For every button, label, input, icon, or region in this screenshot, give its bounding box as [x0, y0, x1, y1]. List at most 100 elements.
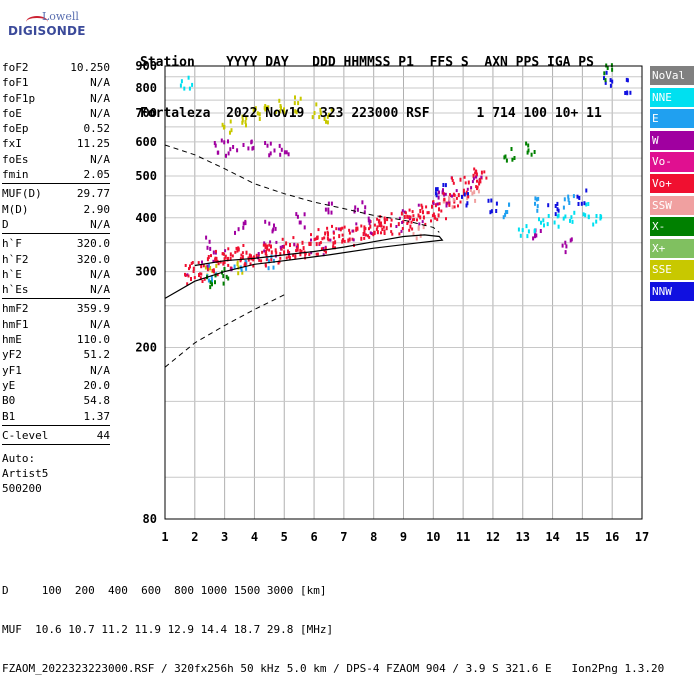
echo-point: [538, 217, 540, 222]
echo-point: [625, 77, 628, 82]
echo-point: [580, 201, 583, 206]
echo-point: [204, 265, 207, 270]
echo-point: [279, 256, 282, 260]
echo-point: [237, 265, 240, 270]
echo-point: [240, 253, 243, 257]
param-value: N/A: [90, 76, 110, 90]
legend-item-e: E: [650, 109, 694, 129]
echo-point: [274, 248, 277, 253]
echo-point: [569, 218, 571, 223]
echo-point: [363, 210, 366, 215]
echo-point: [229, 147, 232, 152]
echo-point: [265, 258, 268, 262]
echo-point: [325, 119, 327, 124]
echo-point: [229, 119, 232, 124]
echo-point: [587, 214, 590, 219]
param-name: hmE: [2, 333, 22, 347]
echo-point: [572, 194, 575, 199]
echo-point: [265, 249, 268, 254]
echo-point: [457, 204, 459, 208]
echo-point: [242, 221, 245, 226]
echo-point: [183, 86, 186, 91]
echo-point: [383, 221, 386, 225]
param-row: yE 20.0: [2, 378, 110, 393]
echo-point: [258, 117, 261, 121]
echo-point: [390, 230, 393, 234]
param-row: yF2 51.2: [2, 347, 110, 362]
echo-point: [317, 228, 320, 232]
echo-point: [373, 223, 376, 227]
echo-point: [451, 176, 453, 180]
echo-point: [370, 232, 373, 236]
echo-point: [213, 141, 216, 145]
echo-point: [293, 101, 296, 106]
param-name: D: [2, 217, 9, 231]
echo-point: [313, 111, 316, 115]
echo-point: [476, 185, 479, 189]
echo-point: [408, 228, 411, 232]
echo-point: [455, 196, 458, 200]
echo-point: [467, 180, 470, 185]
echo-point: [212, 250, 215, 255]
echo-point: [570, 237, 573, 242]
echo-point: [245, 260, 248, 265]
echo-point: [351, 237, 354, 241]
x-tick-label: 10: [426, 530, 440, 544]
echo-point: [266, 105, 269, 110]
echo-point: [367, 216, 370, 220]
echo-point: [382, 225, 385, 229]
echo-point: [565, 244, 568, 249]
ionogram-chart: 1 2 3 4 5 6 7 8 9 10 11 12 13 14 15 16 17802003004005006…: [135, 59, 649, 544]
profile-lower-bound: [164, 294, 285, 368]
echo-point: [526, 150, 529, 155]
y-tick-label: 80: [143, 512, 157, 526]
echo-point: [561, 243, 564, 248]
param-value: 320.0: [76, 237, 110, 251]
echo-point: [629, 90, 632, 95]
param-name: fmin: [2, 168, 29, 182]
electron-density-profile: [164, 234, 444, 299]
echo-point: [260, 259, 263, 263]
echo-point: [331, 224, 333, 228]
param-name: B0: [2, 394, 16, 408]
param-row: h`F2 320.0: [2, 252, 110, 267]
param-value: 10.250: [70, 61, 110, 74]
echo-point: [448, 195, 450, 200]
echo-point: [495, 201, 498, 206]
echo-point: [341, 233, 344, 237]
echo-point: [203, 277, 206, 281]
y-tick-label: 500: [135, 169, 157, 183]
echo-point: [485, 176, 488, 180]
echo-point: [230, 128, 233, 133]
echo-point: [609, 83, 612, 88]
echo-point: [611, 67, 614, 72]
echo-point: [188, 86, 191, 91]
echo-point: [322, 253, 325, 257]
echo-point: [303, 225, 306, 230]
echo-point: [398, 232, 401, 236]
echo-point: [283, 250, 286, 255]
param-row: hmE 110.0: [2, 332, 110, 347]
echo-point: [546, 222, 549, 227]
echo-point: [442, 188, 444, 193]
echo-point: [489, 210, 492, 215]
y-tick-label: 600: [135, 135, 157, 149]
echo-point: [369, 224, 372, 229]
param-row: hmF2 359.9: [2, 301, 110, 316]
echo-point: [192, 270, 195, 273]
echo-point: [209, 280, 212, 285]
echo-point: [445, 217, 447, 221]
echo-point: [279, 152, 282, 157]
echo-point: [534, 234, 536, 239]
echo-point: [368, 227, 370, 231]
echo-point: [475, 175, 478, 179]
y-tick-label: 400: [135, 211, 157, 225]
echo-point: [332, 245, 335, 250]
param-value: 0.52: [83, 122, 111, 136]
echo-point: [327, 210, 330, 215]
echo-point: [567, 197, 570, 202]
echo-point: [431, 214, 434, 218]
echo-point: [252, 257, 255, 262]
echo-point: [422, 210, 424, 215]
echo-point: [348, 231, 351, 235]
